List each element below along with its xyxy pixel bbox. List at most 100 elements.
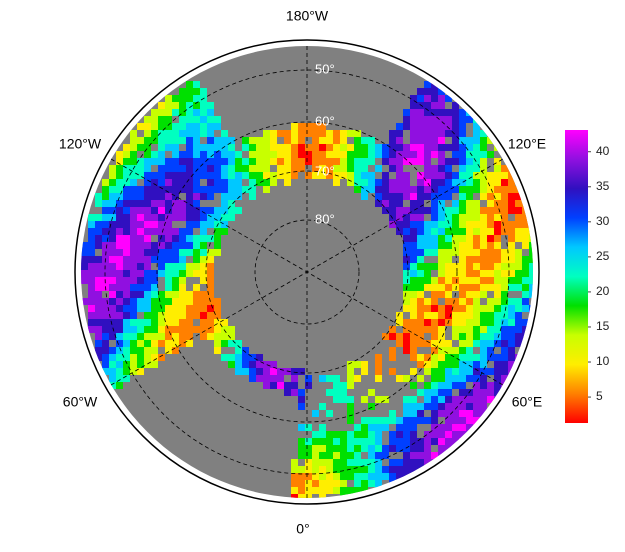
map-pixel — [109, 242, 116, 249]
map-pixel — [417, 305, 424, 312]
map-pixel — [417, 333, 424, 340]
map-pixel — [228, 361, 235, 368]
map-pixel — [438, 375, 445, 382]
map-pixel — [200, 235, 207, 242]
map-pixel — [403, 172, 410, 179]
map-pixel — [200, 158, 207, 165]
map-pixel — [431, 431, 438, 438]
map-pixel — [480, 354, 487, 361]
map-pixel — [144, 214, 151, 221]
map-pixel — [298, 487, 305, 494]
map-pixel — [207, 319, 214, 326]
map-pixel — [144, 319, 151, 326]
map-pixel — [466, 186, 473, 193]
map-pixel — [410, 221, 417, 228]
map-pixel — [109, 361, 116, 368]
map-pixel — [459, 179, 466, 186]
map-pixel — [347, 452, 354, 459]
map-pixel — [438, 221, 445, 228]
map-pixel — [466, 263, 473, 270]
map-pixel — [88, 214, 95, 221]
map-pixel — [228, 158, 235, 165]
map-pixel — [130, 340, 137, 347]
map-pixel — [228, 340, 235, 347]
map-pixel — [431, 235, 438, 242]
map-pixel — [172, 123, 179, 130]
map-pixel — [186, 340, 193, 347]
map-pixel — [116, 340, 123, 347]
map-pixel — [480, 137, 487, 144]
map-pixel — [508, 200, 515, 207]
map-pixel — [109, 172, 116, 179]
map-pixel — [396, 459, 403, 466]
map-pixel — [158, 123, 165, 130]
map-pixel — [179, 305, 186, 312]
map-pixel — [389, 354, 396, 361]
map-pixel — [494, 165, 501, 172]
map-pixel — [200, 221, 207, 228]
map-pixel — [326, 151, 333, 158]
map-pixel — [319, 151, 326, 158]
map-pixel — [375, 438, 382, 445]
map-pixel — [438, 256, 445, 263]
map-pixel — [361, 361, 368, 368]
map-pixel — [165, 144, 172, 151]
map-pixel — [417, 207, 424, 214]
map-pixel — [151, 116, 158, 123]
map-pixel — [494, 291, 501, 298]
map-pixel — [88, 221, 95, 228]
map-pixel — [417, 109, 424, 116]
map-pixel — [361, 368, 368, 375]
map-pixel — [389, 438, 396, 445]
map-pixel — [95, 242, 102, 249]
map-pixel — [347, 172, 354, 179]
map-pixel — [438, 305, 445, 312]
map-pixel — [515, 284, 522, 291]
map-pixel — [151, 312, 158, 319]
map-pixel — [347, 487, 354, 494]
map-pixel — [424, 431, 431, 438]
map-pixel — [207, 333, 214, 340]
map-pixel — [396, 375, 403, 382]
map-pixel — [389, 221, 396, 228]
map-pixel — [130, 193, 137, 200]
map-pixel — [424, 277, 431, 284]
map-pixel — [417, 452, 424, 459]
map-pixel — [445, 256, 452, 263]
map-pixel — [207, 284, 214, 291]
map-pixel — [207, 151, 214, 158]
map-pixel — [368, 144, 375, 151]
map-pixel — [459, 340, 466, 347]
map-pixel — [186, 116, 193, 123]
map-pixel — [389, 459, 396, 466]
map-pixel — [508, 312, 515, 319]
map-pixel — [396, 172, 403, 179]
map-pixel — [277, 368, 284, 375]
map-pixel — [123, 249, 130, 256]
map-pixel — [431, 214, 438, 221]
map-pixel — [452, 221, 459, 228]
map-pixel — [501, 361, 508, 368]
map-pixel — [368, 172, 375, 179]
map-pixel — [424, 165, 431, 172]
map-pixel — [186, 228, 193, 235]
map-pixel — [186, 298, 193, 305]
colorbar-tick-label: 5 — [596, 389, 603, 403]
map-pixel — [431, 347, 438, 354]
map-pixel — [109, 235, 116, 242]
map-pixel — [368, 151, 375, 158]
map-pixel — [312, 452, 319, 459]
map-pixel — [172, 284, 179, 291]
map-pixel — [424, 144, 431, 151]
map-pixel — [221, 151, 228, 158]
map-pixel — [123, 193, 130, 200]
map-pixel — [165, 291, 172, 298]
map-pixel — [165, 172, 172, 179]
map-pixel — [347, 151, 354, 158]
map-pixel — [368, 403, 375, 410]
map-pixel — [88, 326, 95, 333]
map-pixel — [508, 186, 515, 193]
map-pixel — [137, 193, 144, 200]
map-pixel — [494, 361, 501, 368]
map-pixel — [466, 312, 473, 319]
